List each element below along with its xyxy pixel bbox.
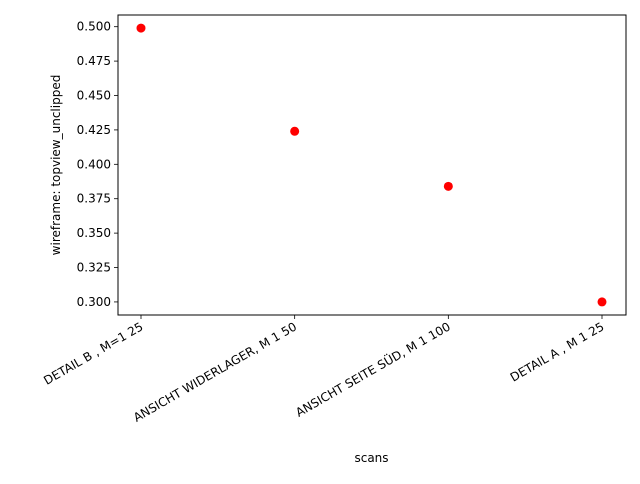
plot-area bbox=[117, 14, 627, 316]
data-point bbox=[136, 23, 146, 33]
data-point bbox=[597, 297, 607, 307]
y-tick-label: 0.450 bbox=[77, 89, 111, 103]
y-tick-label: 0.425 bbox=[77, 123, 111, 137]
y-tick-label: 0.400 bbox=[77, 157, 111, 171]
y-tick-label: 0.500 bbox=[77, 20, 111, 34]
y-tick-label: 0.325 bbox=[77, 261, 111, 275]
y-tick-label: 0.300 bbox=[77, 295, 111, 309]
data-points bbox=[136, 23, 607, 307]
data-point bbox=[443, 181, 453, 191]
y-tick-label: 0.375 bbox=[77, 192, 111, 206]
data-point bbox=[290, 126, 300, 136]
y-axis-label: wireframe: topview_unclipped bbox=[49, 75, 63, 256]
y-axis: 0.300 0.325 0.350 0.375 0.400 0.425 0.450 0.475… bbox=[77, 20, 118, 309]
plot-frame bbox=[117, 14, 627, 316]
x-axis-label: scans bbox=[354, 451, 388, 465]
y-tick-label: 0.350 bbox=[77, 226, 111, 240]
y-tick-label: 0.475 bbox=[77, 54, 111, 68]
